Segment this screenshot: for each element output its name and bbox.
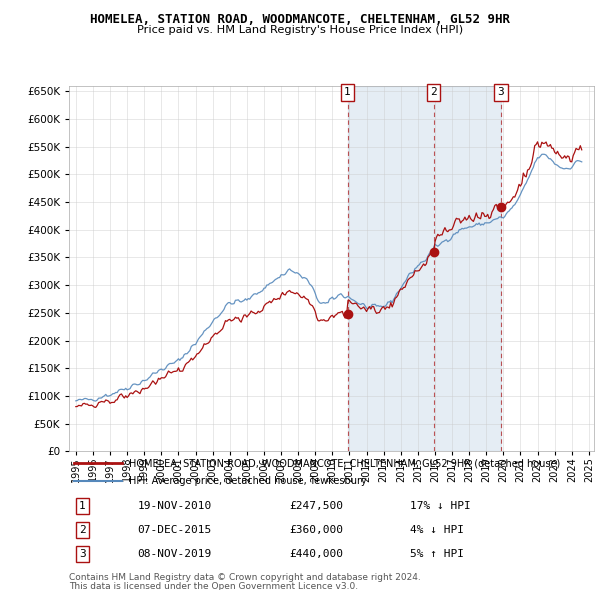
Bar bbox=[347, 86, 501, 451]
Text: HOMELEA, STATION ROAD, WOODMANCOTE, CHELTENHAM, GL52 9HR (detached house): HOMELEA, STATION ROAD, WOODMANCOTE, CHEL… bbox=[130, 458, 560, 468]
Text: £247,500: £247,500 bbox=[290, 501, 343, 511]
Text: 3: 3 bbox=[497, 87, 505, 97]
Text: 2: 2 bbox=[430, 87, 437, 97]
Text: HPI: Average price, detached house, Tewkesbury: HPI: Average price, detached house, Tewk… bbox=[130, 476, 367, 486]
Text: 4% ↓ HPI: 4% ↓ HPI bbox=[410, 525, 464, 535]
Text: Price paid vs. HM Land Registry's House Price Index (HPI): Price paid vs. HM Land Registry's House … bbox=[137, 25, 463, 35]
Text: HOMELEA, STATION ROAD, WOODMANCOTE, CHELTENHAM, GL52 9HR: HOMELEA, STATION ROAD, WOODMANCOTE, CHEL… bbox=[90, 13, 510, 26]
Text: £440,000: £440,000 bbox=[290, 549, 343, 559]
Text: 3: 3 bbox=[79, 549, 86, 559]
Text: 08-NOV-2019: 08-NOV-2019 bbox=[137, 549, 212, 559]
Text: This data is licensed under the Open Government Licence v3.0.: This data is licensed under the Open Gov… bbox=[69, 582, 358, 590]
Text: 1: 1 bbox=[79, 501, 86, 511]
Text: 19-NOV-2010: 19-NOV-2010 bbox=[137, 501, 212, 511]
Text: Contains HM Land Registry data © Crown copyright and database right 2024.: Contains HM Land Registry data © Crown c… bbox=[69, 573, 421, 582]
Text: 07-DEC-2015: 07-DEC-2015 bbox=[137, 525, 212, 535]
Text: 17% ↓ HPI: 17% ↓ HPI bbox=[410, 501, 471, 511]
Text: 5% ↑ HPI: 5% ↑ HPI bbox=[410, 549, 464, 559]
Text: £360,000: £360,000 bbox=[290, 525, 343, 535]
Text: 1: 1 bbox=[344, 87, 351, 97]
Text: 2: 2 bbox=[79, 525, 86, 535]
